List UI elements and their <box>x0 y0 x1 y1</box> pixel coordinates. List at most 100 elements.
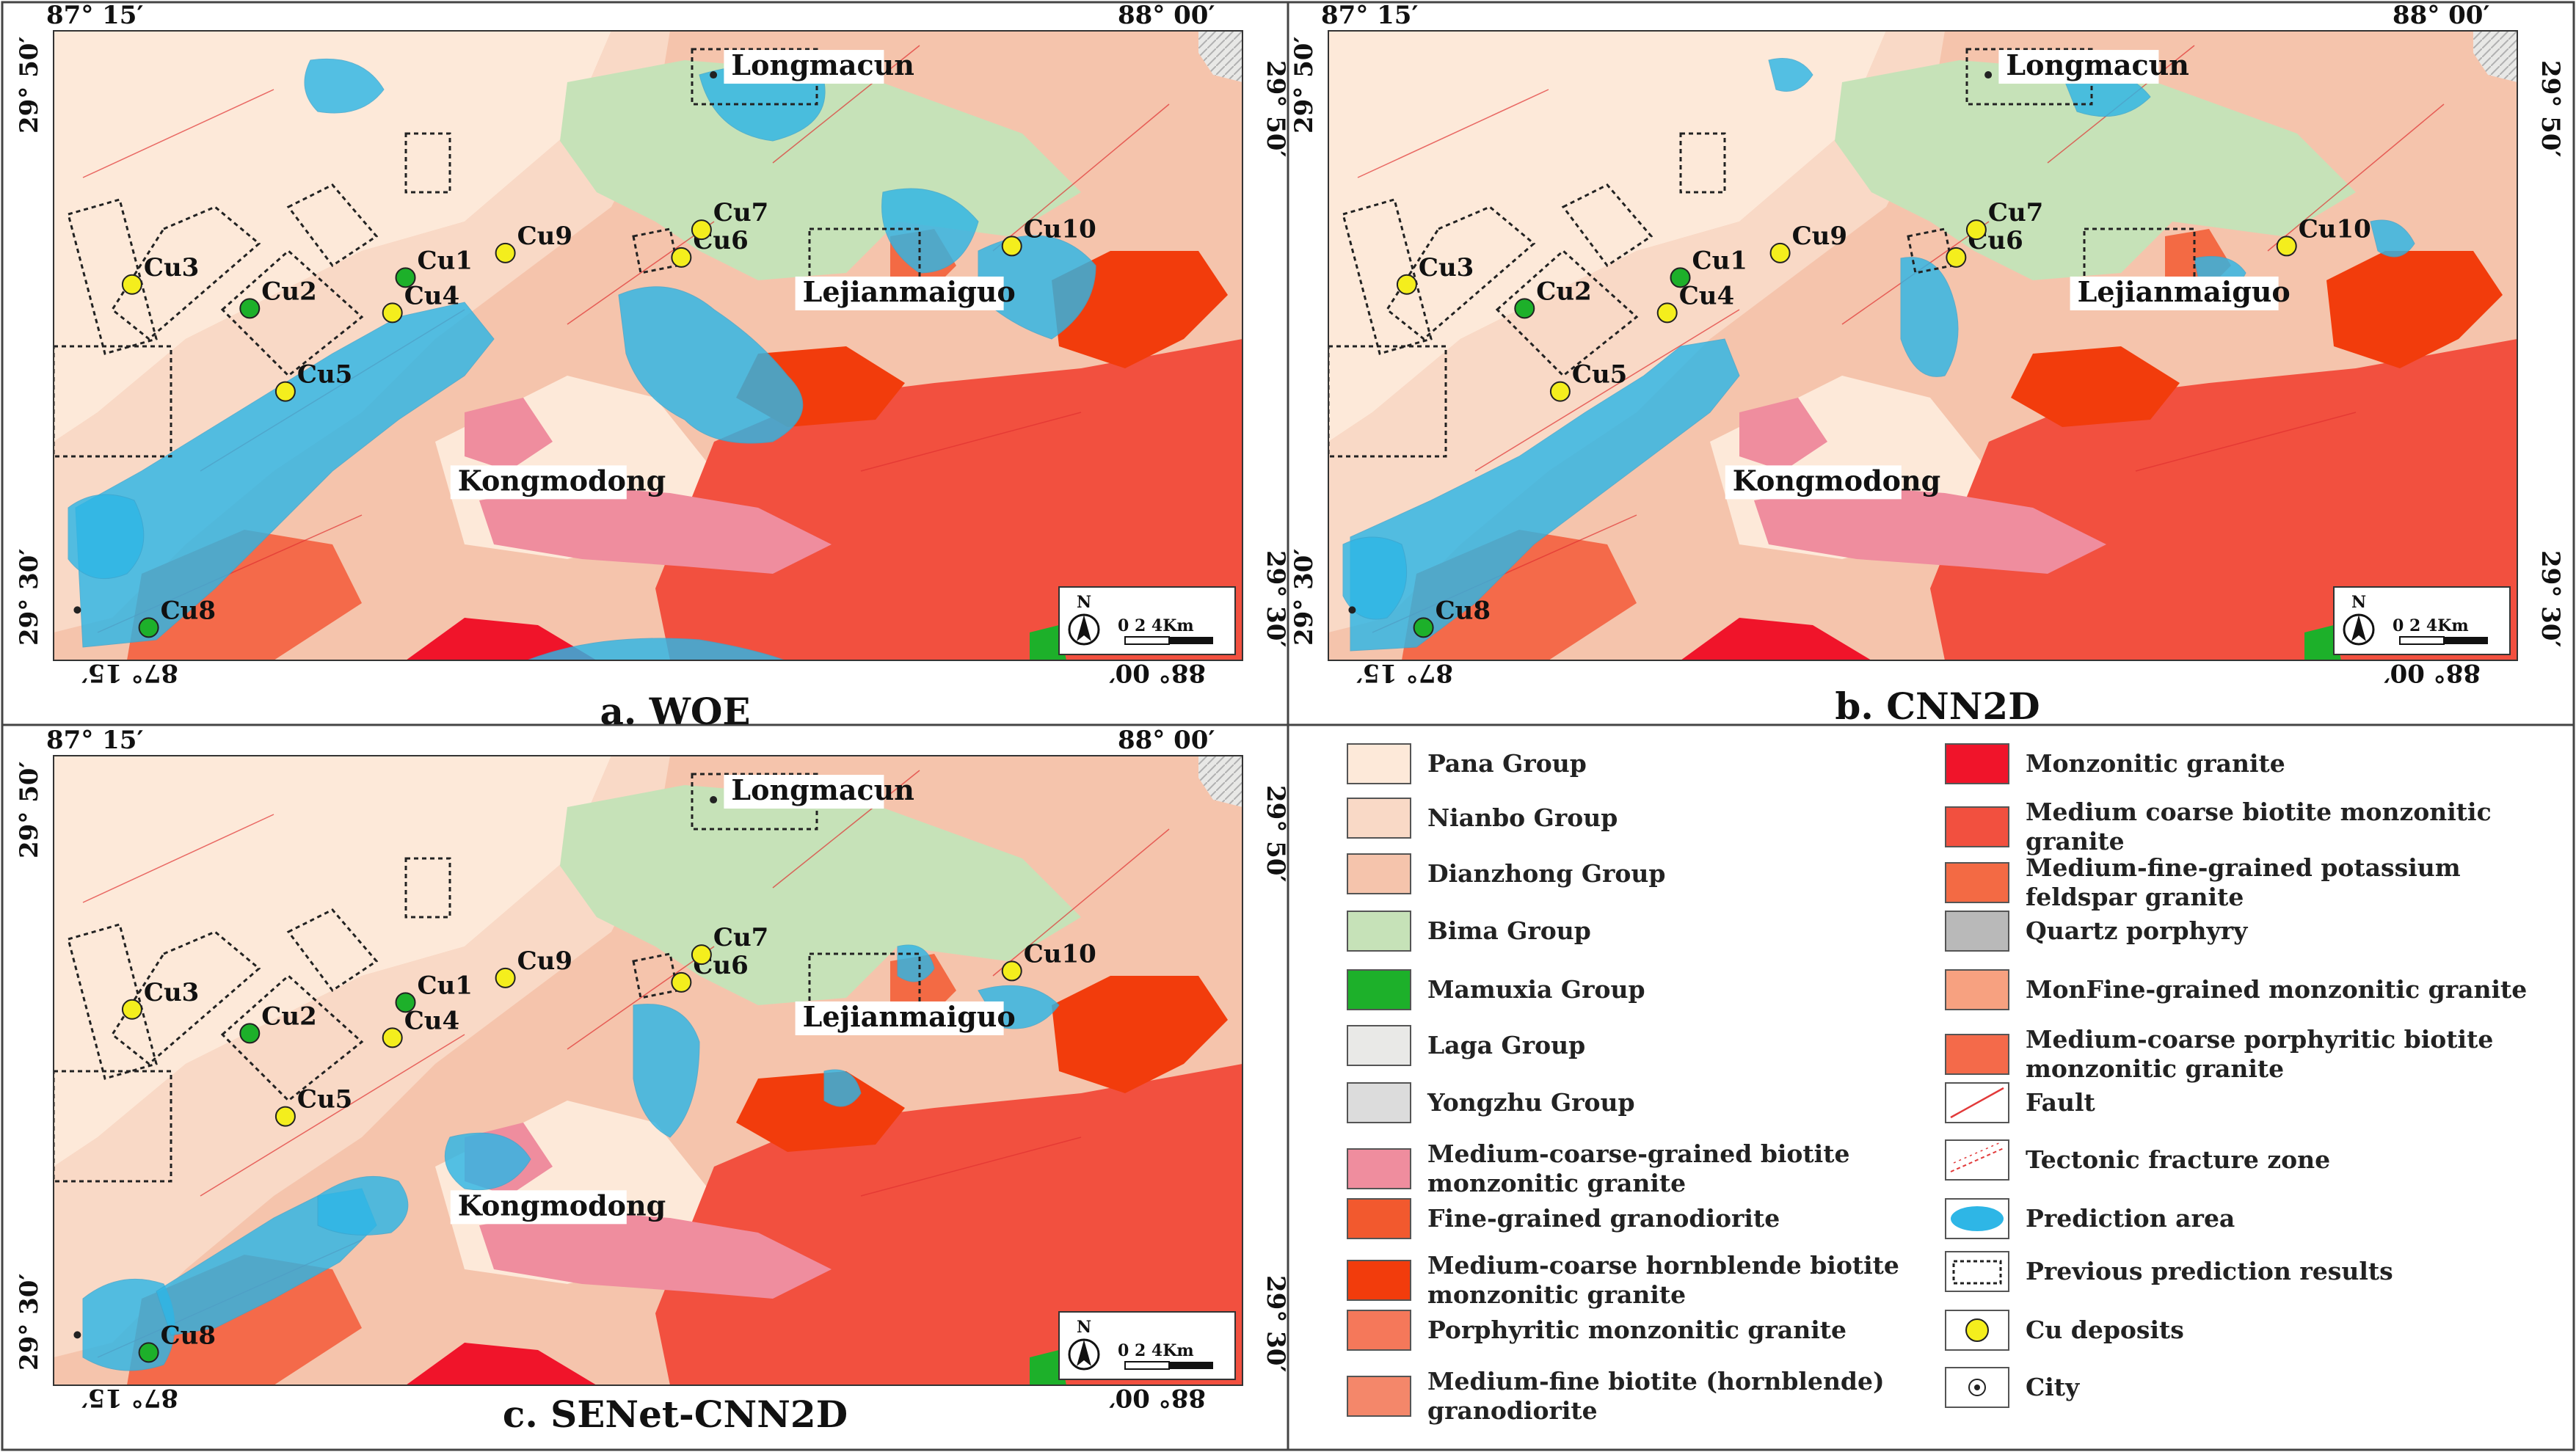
place-label-bg <box>724 50 884 84</box>
deposit-label-cu4: Cu4 <box>1679 281 1734 310</box>
fault-line <box>772 770 920 889</box>
legend-label: Yongzhu Group <box>1427 1088 1635 1117</box>
deposit-label-cu2: Cu2 <box>1536 277 1591 306</box>
legend-item-medium-fine-biotite-hornblende-granodiorite: Medium-fine biotite (hornblende) granodi… <box>1347 1367 1941 1426</box>
map-panel-senet-cnn2d: Longmacun Lejianmaiguo Kongmodong Cu1 Cu2 Cu3… <box>15 726 1290 1412</box>
previous-prediction-box <box>2083 227 2196 289</box>
deposit-label-cu8: Cu8 <box>1436 596 1491 625</box>
north-label: N <box>2351 593 2366 612</box>
legend-item-medium-coarse-hornblende-biotite-monzonitic-granite: Medium-coarse hornblende biotite monzoni… <box>1347 1251 1941 1310</box>
coord-bottom-lat: 29° 30′ <box>1289 549 1319 646</box>
deposit-label-cu3: Cu3 <box>144 978 199 1007</box>
coord-right-bottom-lat: 29° 30′ <box>1261 1275 1290 1372</box>
deposit-label-cu3: Cu3 <box>144 253 199 282</box>
deposit-label-cu5: Cu5 <box>1572 360 1627 390</box>
map-legend: Pana Group Nianbo Group Dianzhong Group Bim… <box>1295 730 2565 1445</box>
place-label-bg <box>724 775 884 809</box>
deposit-label-cu8: Cu8 <box>161 1321 216 1350</box>
prediction-area <box>881 188 979 274</box>
prediction-area <box>823 1069 862 1107</box>
north-arrow-pointer <box>1077 1340 1091 1366</box>
legend-item-yongzhu-group: Yongzhu Group <box>1347 1082 1941 1123</box>
unit-nianbo <box>54 756 670 1357</box>
coord-bottom-right-lon: 88° 00′ <box>2384 658 2481 687</box>
previous-prediction-box <box>220 249 364 378</box>
fault-line <box>860 412 1082 472</box>
coord-bottom-right-lon: 88° 00′ <box>1109 1383 1206 1412</box>
prediction-area <box>1900 257 1959 377</box>
legend-swatch <box>1945 1367 2009 1408</box>
legend-label: Fault <box>2026 1088 2095 1117</box>
map-frame <box>53 755 1243 1386</box>
deposit-marker-cu1 <box>395 992 416 1013</box>
scale-label: 0 2 4Km <box>1118 616 1194 635</box>
coord-bottom-left-lon: 87° 15′ <box>1356 658 1453 687</box>
unit-laga <box>2473 31 2517 82</box>
prediction-area <box>2370 219 2415 258</box>
legend-swatch <box>1347 1310 1411 1351</box>
deposit-label-cu7: Cu7 <box>1988 198 2043 227</box>
deposit-label-cu7: Cu7 <box>713 198 768 227</box>
unit-pink <box>1754 486 2106 574</box>
geology-layers <box>1328 31 2517 660</box>
city-dot <box>73 606 81 614</box>
city-dot <box>710 796 718 804</box>
unit-granite-east <box>2326 251 2503 368</box>
legend-label: Medium-coarse-grained biotite monzonitic… <box>1427 1139 1850 1197</box>
unit-pink <box>479 486 832 574</box>
legend-swatch <box>1945 1251 2009 1292</box>
legend-swatch <box>1347 1198 1411 1239</box>
unit-pink <box>479 1211 832 1299</box>
coord-top-right-lon: 88° 00′ <box>2393 1 2489 30</box>
coord-top-right-lon: 88° 00′ <box>1118 1 1215 30</box>
legend-label: Cu deposits <box>2026 1316 2184 1344</box>
legend-swatch <box>1347 969 1411 1010</box>
legend-swatch <box>1945 911 2009 952</box>
legend-label: Porphyritic monzonitic granite <box>1427 1316 1847 1344</box>
legend-label: Laga Group <box>1427 1031 1586 1059</box>
deposit-label-cu9: Cu9 <box>1792 222 1847 251</box>
legend-item-previous-prediction-results: Previous prediction results <box>1945 1251 2561 1292</box>
deposit-label-cu10: Cu10 <box>2299 214 2371 244</box>
previous-prediction-box <box>220 974 364 1103</box>
legend-swatch <box>1945 862 2009 903</box>
deposit-label-cu9: Cu9 <box>517 946 572 976</box>
place-label-bg <box>2070 276 2279 310</box>
legend-swatch <box>1347 1260 1411 1301</box>
deposit-marker-cu2 <box>1514 298 1535 319</box>
fault-line <box>860 1137 1082 1197</box>
place-label-longmacun: Longmacun <box>2006 48 2189 81</box>
previous-prediction-box <box>67 923 158 1080</box>
deposit-marker-cu9 <box>1769 242 1791 263</box>
deposit-label-cu7: Cu7 <box>713 923 768 952</box>
fault-line <box>772 45 920 164</box>
coord-top-left-lon: 87° 15′ <box>1321 1 1418 30</box>
city-dot <box>73 1331 81 1339</box>
unit-monzonitic <box>406 1343 597 1385</box>
map-frame <box>53 30 1243 661</box>
unit-granite-center <box>736 1071 905 1152</box>
legend-item-dianzhong-group: Dianzhong Group <box>1347 853 1941 894</box>
deposit-marker-cu5 <box>1549 381 1571 402</box>
place-label-bg <box>795 276 1004 310</box>
legend-label: Medium coarse biotite monzonitic granite <box>2026 798 2492 855</box>
coord-top-right-lon: 88° 00′ <box>1118 726 1215 755</box>
city-dot <box>710 71 718 79</box>
coord-top-lat: 29° 50′ <box>15 762 44 858</box>
place-label-lejianmaiguo: Lejianmaiguo <box>803 1000 1016 1033</box>
deposit-marker-cu5 <box>274 381 296 402</box>
previous-prediction-box <box>286 183 379 268</box>
scale-bar-white <box>1124 1361 1170 1370</box>
deposit-marker-cu1 <box>395 267 416 288</box>
unit-mamuxia <box>1030 1350 1066 1385</box>
deposit-label-cu1: Cu1 <box>418 971 473 1000</box>
legend-swatch <box>1347 1082 1411 1123</box>
legend-item-medium-fine-grained-potassium-feldspar-granite: Medium-fine-grained potassium feldspar g… <box>1945 853 2561 912</box>
legend-label: Mamuxia Group <box>1427 975 1645 1004</box>
fault-line <box>82 89 274 178</box>
legend-swatch <box>1945 743 2009 784</box>
deposit-label-cu2: Cu2 <box>261 277 316 306</box>
coord-right-bottom-lat: 29° 30′ <box>2536 550 2565 647</box>
prediction-area <box>525 638 786 660</box>
legend-swatch <box>1945 1310 2009 1351</box>
